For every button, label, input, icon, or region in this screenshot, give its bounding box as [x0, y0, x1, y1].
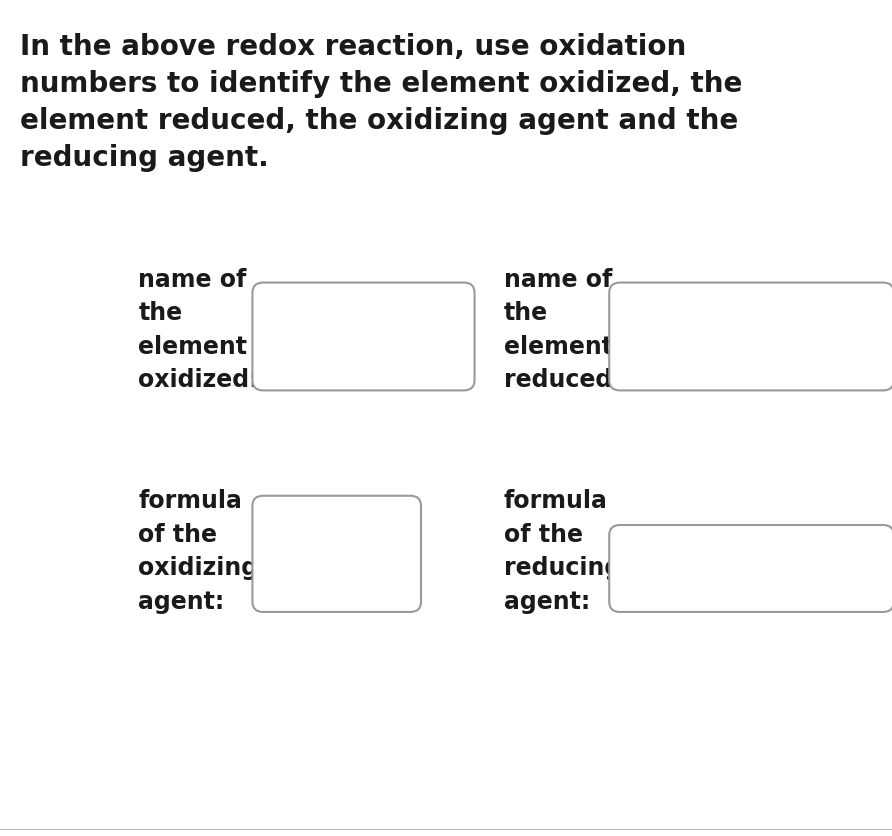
FancyBboxPatch shape — [609, 525, 892, 612]
Text: In the above redox reaction, use oxidation
numbers to identify the element oxidi: In the above redox reaction, use oxidati… — [20, 33, 742, 172]
FancyBboxPatch shape — [252, 283, 475, 390]
FancyBboxPatch shape — [252, 496, 421, 612]
Text: formula
of the
reducing
agent:: formula of the reducing agent: — [504, 489, 621, 614]
FancyBboxPatch shape — [609, 283, 892, 390]
Text: formula
of the
oxidizing
agent:: formula of the oxidizing agent: — [138, 489, 259, 614]
Text: name of
the
element
oxidized:: name of the element oxidized: — [138, 268, 259, 392]
Text: name of
the
element
reduced:: name of the element reduced: — [504, 268, 622, 392]
